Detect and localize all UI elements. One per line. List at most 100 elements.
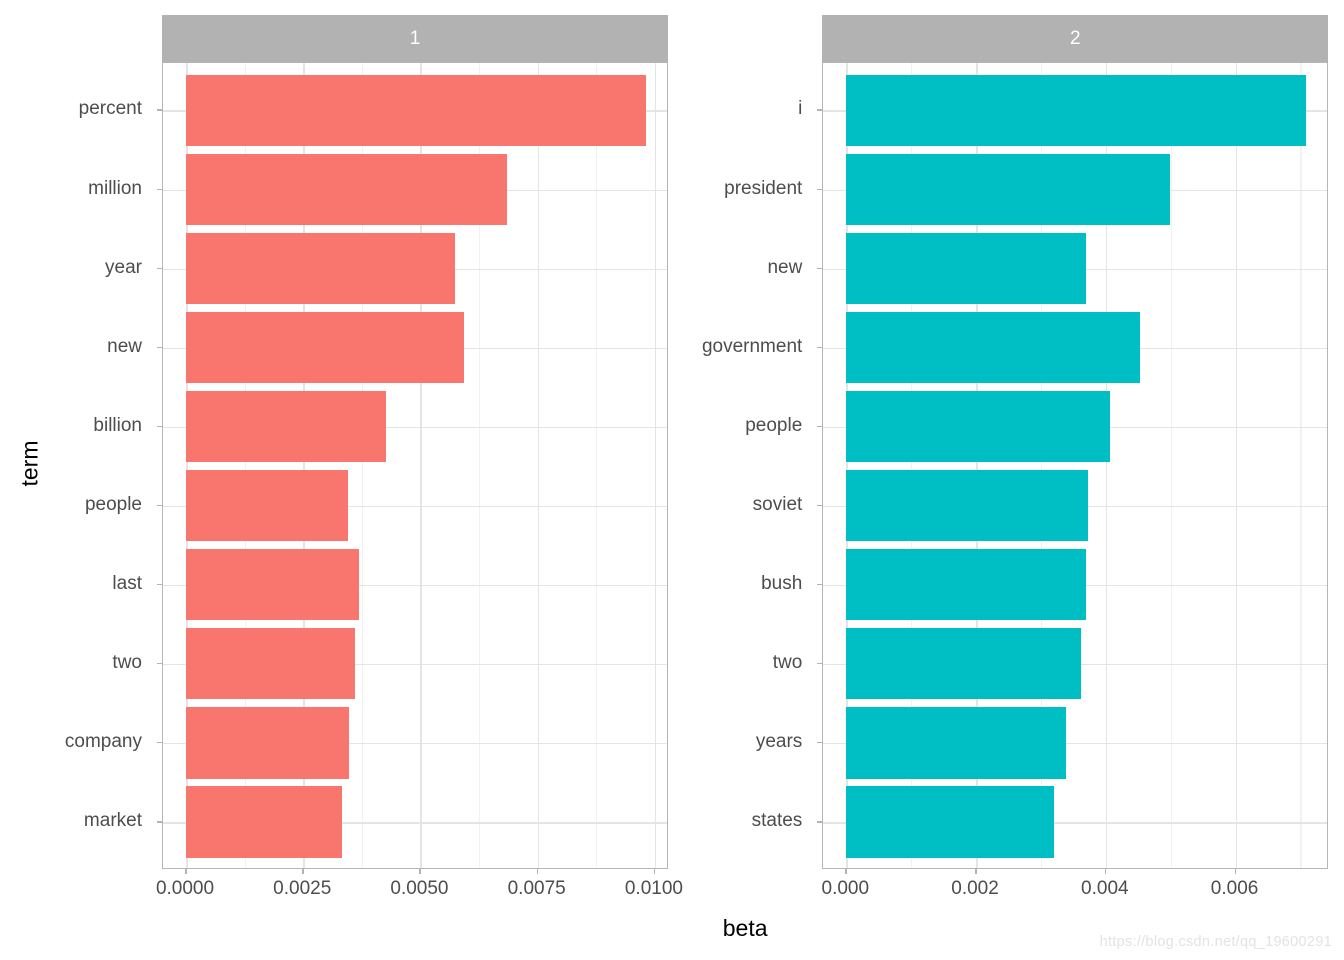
y-tick-mark [157,267,162,270]
bar-states [846,786,1054,858]
x-tick-label: 0.004 [1081,878,1129,899]
y-tick-mark [157,583,162,586]
y-tick-label: people [84,493,142,515]
y-tick-mark [817,821,823,823]
y-axis-title: term [16,440,43,487]
y-tick-mark [157,741,162,744]
x-tick-mark [975,868,977,874]
bar-people [846,391,1111,463]
y-tick-label: president [724,177,803,199]
gridline-major [1235,63,1238,868]
facet-strip: 1 [162,15,668,62]
plot-panel [162,62,668,869]
y-tick-mark [817,109,823,111]
gridline-minor [1040,63,1043,868]
x-tick-label: 0.000 [821,878,870,899]
gridline-minor [244,63,246,868]
gridline-major [823,742,1328,745]
y-tick-label: last [112,572,142,594]
gridline-major [163,584,667,587]
gridline-minor [1170,63,1172,868]
y-tick-label: bush [761,572,803,594]
y-tick-label: two [112,651,142,673]
y-tick-mark [157,425,162,428]
bar-years [846,707,1067,779]
y-tick-mark [157,662,162,665]
bar-million [186,153,507,226]
x-tick-mark [653,868,656,874]
gridline-major [654,63,657,868]
x-tick-label: 0.006 [1210,878,1259,899]
y-tick-label: two [772,651,803,673]
y-tick-label: soviet [752,493,803,515]
y-tick-label: new [767,256,803,278]
bar-two [186,628,355,700]
gridline-major [823,822,1328,824]
x-tick-label: 0.0075 [507,878,566,899]
x-tick-mark [845,868,847,874]
gridline-major [163,505,667,508]
x-tick-label: 0.0025 [273,878,332,899]
x-tick-label: 0.0000 [155,878,215,899]
x-tick-label: 0.0050 [390,878,449,899]
y-tick-label: company [64,730,142,752]
bar-government [846,312,1140,384]
gridline-major [163,742,667,745]
gridline-major [163,663,667,666]
bar-bush [846,549,1087,621]
bar-year [186,232,456,305]
x-tick-label: 0.0100 [624,878,683,899]
bar-soviet [846,470,1088,542]
plot-panel [822,62,1329,869]
y-tick-mark [817,425,823,428]
gridline-major [537,63,540,868]
y-tick-mark [157,109,162,111]
x-tick-mark [536,868,539,874]
facet-strip-label: 2 [1070,27,1081,49]
gridline-minor [911,63,913,868]
y-tick-label: million [88,177,142,199]
y-tick-mark [817,662,823,665]
gridline-major [163,426,667,429]
facet-strip: 2 [822,15,1329,62]
y-tick-mark [157,821,162,823]
x-tick-mark [185,868,187,874]
watermark: https://blog.csdn.net/qq_19600291 [1099,934,1332,950]
bar-market [186,786,343,858]
y-tick-mark [817,504,823,507]
bar-new [186,312,464,384]
bar-president [846,153,1171,226]
y-tick-mark [817,741,823,744]
y-tick-mark [817,583,823,586]
bar-percent [186,74,646,147]
y-tick-label: government [701,335,803,357]
x-tick-mark [419,868,421,874]
gridline-major [976,63,978,868]
y-tick-mark [157,504,162,507]
x-tick-mark [1234,868,1237,874]
bar-i [846,74,1307,147]
y-tick-label: year [105,256,142,278]
y-tick-label: new [107,335,142,357]
y-tick-label: percent [78,98,142,120]
y-tick-mark [817,188,823,190]
facet-strip-label: 1 [409,27,421,49]
gridline-minor [1300,63,1302,868]
gridline-minor [596,63,598,868]
bar-last [186,549,359,621]
bar-billion [186,391,387,463]
y-tick-label: i [798,98,803,120]
y-tick-label: people [745,414,803,436]
y-tick-mark [157,188,162,190]
gridline-major [186,63,188,868]
gridline-major [1105,63,1108,868]
y-tick-label: states [751,810,803,832]
x-tick-mark [302,868,304,874]
y-tick-label: years [755,730,803,752]
x-axis-title: beta [722,915,768,941]
gridline-major [303,63,305,868]
bar-new [846,232,1087,305]
gridline-major [163,822,667,824]
gridline-minor [479,63,481,868]
